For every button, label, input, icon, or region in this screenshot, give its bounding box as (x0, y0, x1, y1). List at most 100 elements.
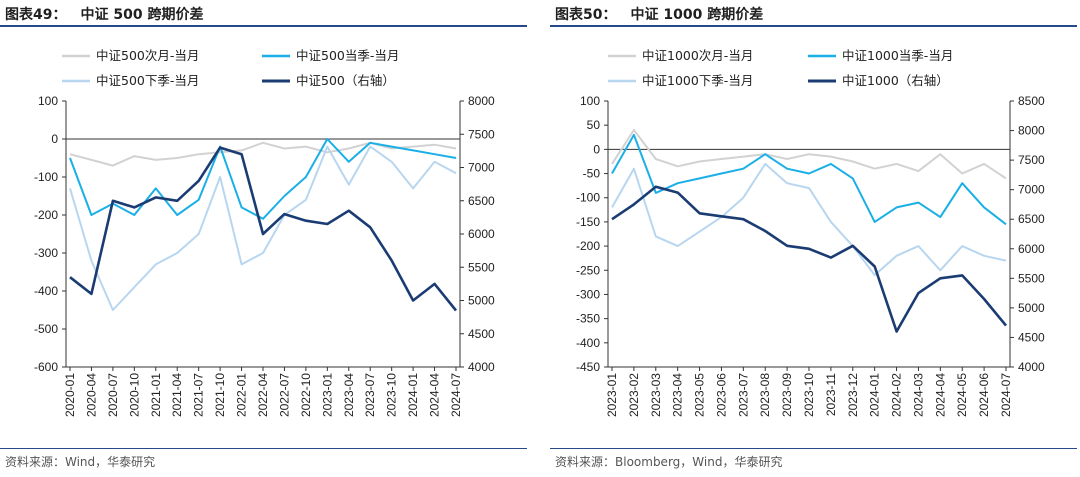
x-tick-label: 2020-07 (106, 373, 120, 417)
chart-title: 图表50： 中证 1000 跨期价差 (555, 4, 763, 24)
right-tick-label: 5000 (1018, 301, 1045, 315)
x-tick-label: 2023-04 (671, 373, 685, 417)
source-note: 资料来源：Wind，华泰研究 (5, 455, 156, 469)
left-tick-label: 100 (580, 94, 600, 108)
legend-label-4: 中证500（右轴） (296, 73, 395, 88)
x-tick-label: 2023-04 (342, 373, 356, 417)
left-tick-label: -200 (34, 208, 58, 222)
legend-label-4: 中证1000（右轴） (842, 73, 949, 88)
x-tick-label: 2024-06 (977, 373, 991, 417)
right-tick-label: 6000 (468, 227, 495, 241)
series-line-1 (69, 141, 457, 167)
left-tick-label: 50 (587, 118, 601, 132)
x-tick-label: 2023-02 (627, 373, 641, 417)
x-tick-label: 2024-04 (428, 373, 442, 417)
chart-title: 图表49： 中证 500 跨期价差 (5, 4, 203, 24)
left-tick-label: -250 (576, 263, 600, 277)
x-tick-label: 2023-05 (693, 373, 707, 417)
right-tick-label: 7500 (1018, 153, 1045, 167)
right-tick-label: 6500 (468, 194, 495, 208)
x-tick-label: 2023-03 (649, 373, 663, 417)
x-tick-label: 2023-08 (758, 373, 772, 417)
right-tick-label: 7000 (1018, 183, 1045, 197)
chart-panel-500: 图表49： 中证 500 跨期价差 中证500次月-当月 中证500当季-当月 中证5… (0, 0, 527, 477)
right-tick-label: 4000 (468, 360, 495, 374)
x-tick-label: 2024-07 (449, 373, 463, 417)
x-tick-label: 2024-04 (933, 373, 947, 417)
left-tick-label: -600 (34, 360, 58, 374)
x-tick-label: 2024-01 (868, 373, 882, 417)
x-tick-label: 2020-10 (127, 373, 141, 417)
x-tick-label: 2023-11 (824, 373, 838, 416)
x-tick-label: 2022-07 (277, 373, 291, 417)
left-tick-label: -200 (576, 239, 600, 253)
x-tick-label: 2024-02 (890, 373, 904, 417)
legend-label-1: 中证500次月-当月 (96, 48, 199, 63)
left-tick-label: -300 (34, 246, 58, 260)
x-tick-label: 2022-01 (235, 373, 249, 417)
right-tick-label: 7000 (468, 161, 495, 175)
left-tick-label: -400 (34, 284, 58, 298)
right-tick-label: 4500 (468, 327, 495, 341)
left-tick-label: -400 (576, 336, 600, 350)
right-tick-label: 4000 (1018, 360, 1045, 374)
left-tick-label: -500 (34, 322, 58, 336)
left-tick-label: -450 (576, 360, 600, 374)
right-tick-label: 4500 (1018, 330, 1045, 344)
x-tick-label: 2021-04 (170, 373, 184, 417)
x-tick-label: 2022-10 (299, 373, 313, 417)
left-tick-label: -150 (576, 215, 600, 229)
series-line-2 (611, 133, 1007, 226)
left-tick-label: -350 (576, 312, 600, 326)
x-tick-label: 2021-10 (213, 373, 227, 417)
right-tick-label: 8500 (1018, 94, 1045, 108)
figure-number: 图表50： (555, 7, 617, 23)
x-tick-label: 2023-10 (385, 373, 399, 417)
x-tick-label: 2020-04 (84, 373, 98, 417)
x-tick-label: 2023-07 (363, 373, 377, 417)
legend-label-1: 中证1000次月-当月 (642, 48, 753, 63)
left-tick-label: -300 (576, 287, 600, 301)
series-line-2 (69, 138, 457, 220)
source-rule (550, 448, 1077, 449)
x-tick-label: 2024-01 (406, 373, 420, 417)
series-line-3 (69, 145, 457, 311)
x-tick-label: 2023-10 (802, 373, 816, 417)
x-tick-label: 2021-01 (149, 373, 163, 417)
legend-label-3: 中证1000下季-当月 (642, 73, 753, 88)
figure-number: 图表49： (5, 7, 67, 23)
legend-label-2: 中证1000当季-当月 (842, 48, 953, 63)
right-tick-label: 8000 (468, 94, 495, 108)
left-tick-label: -50 (583, 167, 601, 181)
x-tick-label: 2023-01 (320, 373, 334, 417)
x-tick-label: 2024-03 (911, 373, 925, 417)
series-line-4 (69, 146, 458, 312)
left-tick-label: -100 (34, 170, 58, 184)
x-tick-label: 2023-12 (846, 373, 860, 417)
x-tick-label: 2023-07 (736, 373, 750, 417)
left-tick-label: -100 (576, 191, 600, 205)
x-tick-label: 2023-09 (780, 373, 794, 417)
x-tick-label: 2021-07 (192, 373, 206, 417)
x-tick-label: 2024-07 (999, 373, 1013, 417)
x-tick-label: 2023-01 (605, 373, 619, 417)
right-tick-label: 7500 (468, 127, 495, 141)
chart-panel-1000: 图表50： 中证 1000 跨期价差 中证1000次月-当月 中证1000当季-当月… (550, 0, 1077, 477)
figure-title: 中证 500 跨期价差 (80, 7, 204, 23)
right-tick-label: 8000 (1018, 124, 1045, 138)
x-tick-label: 2022-04 (256, 373, 270, 417)
right-tick-label: 5500 (468, 260, 495, 274)
source-note: 资料来源：Bloomberg，Wind，华泰研究 (555, 455, 783, 469)
title-rule (550, 25, 1077, 27)
left-tick-label: 0 (593, 142, 600, 156)
source-rule (0, 448, 527, 449)
right-tick-label: 6500 (1018, 212, 1045, 226)
figure-title: 中证 1000 跨期价差 (630, 7, 764, 23)
right-tick-label: 6000 (1018, 242, 1045, 256)
x-tick-label: 2020-01 (63, 373, 77, 417)
legend-label-2: 中证500当季-当月 (296, 48, 399, 63)
left-tick-label: 100 (38, 94, 58, 108)
left-tick-label: 0 (51, 132, 58, 146)
